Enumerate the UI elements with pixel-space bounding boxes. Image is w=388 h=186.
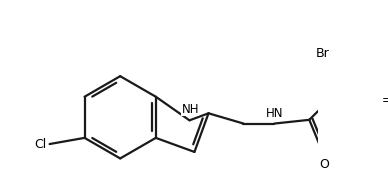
Text: Cl: Cl <box>35 137 47 150</box>
Text: O: O <box>319 158 329 171</box>
Text: NH: NH <box>182 103 199 116</box>
Text: =N: =N <box>382 94 388 107</box>
Text: Br: Br <box>316 47 329 60</box>
Text: HN: HN <box>265 107 283 120</box>
